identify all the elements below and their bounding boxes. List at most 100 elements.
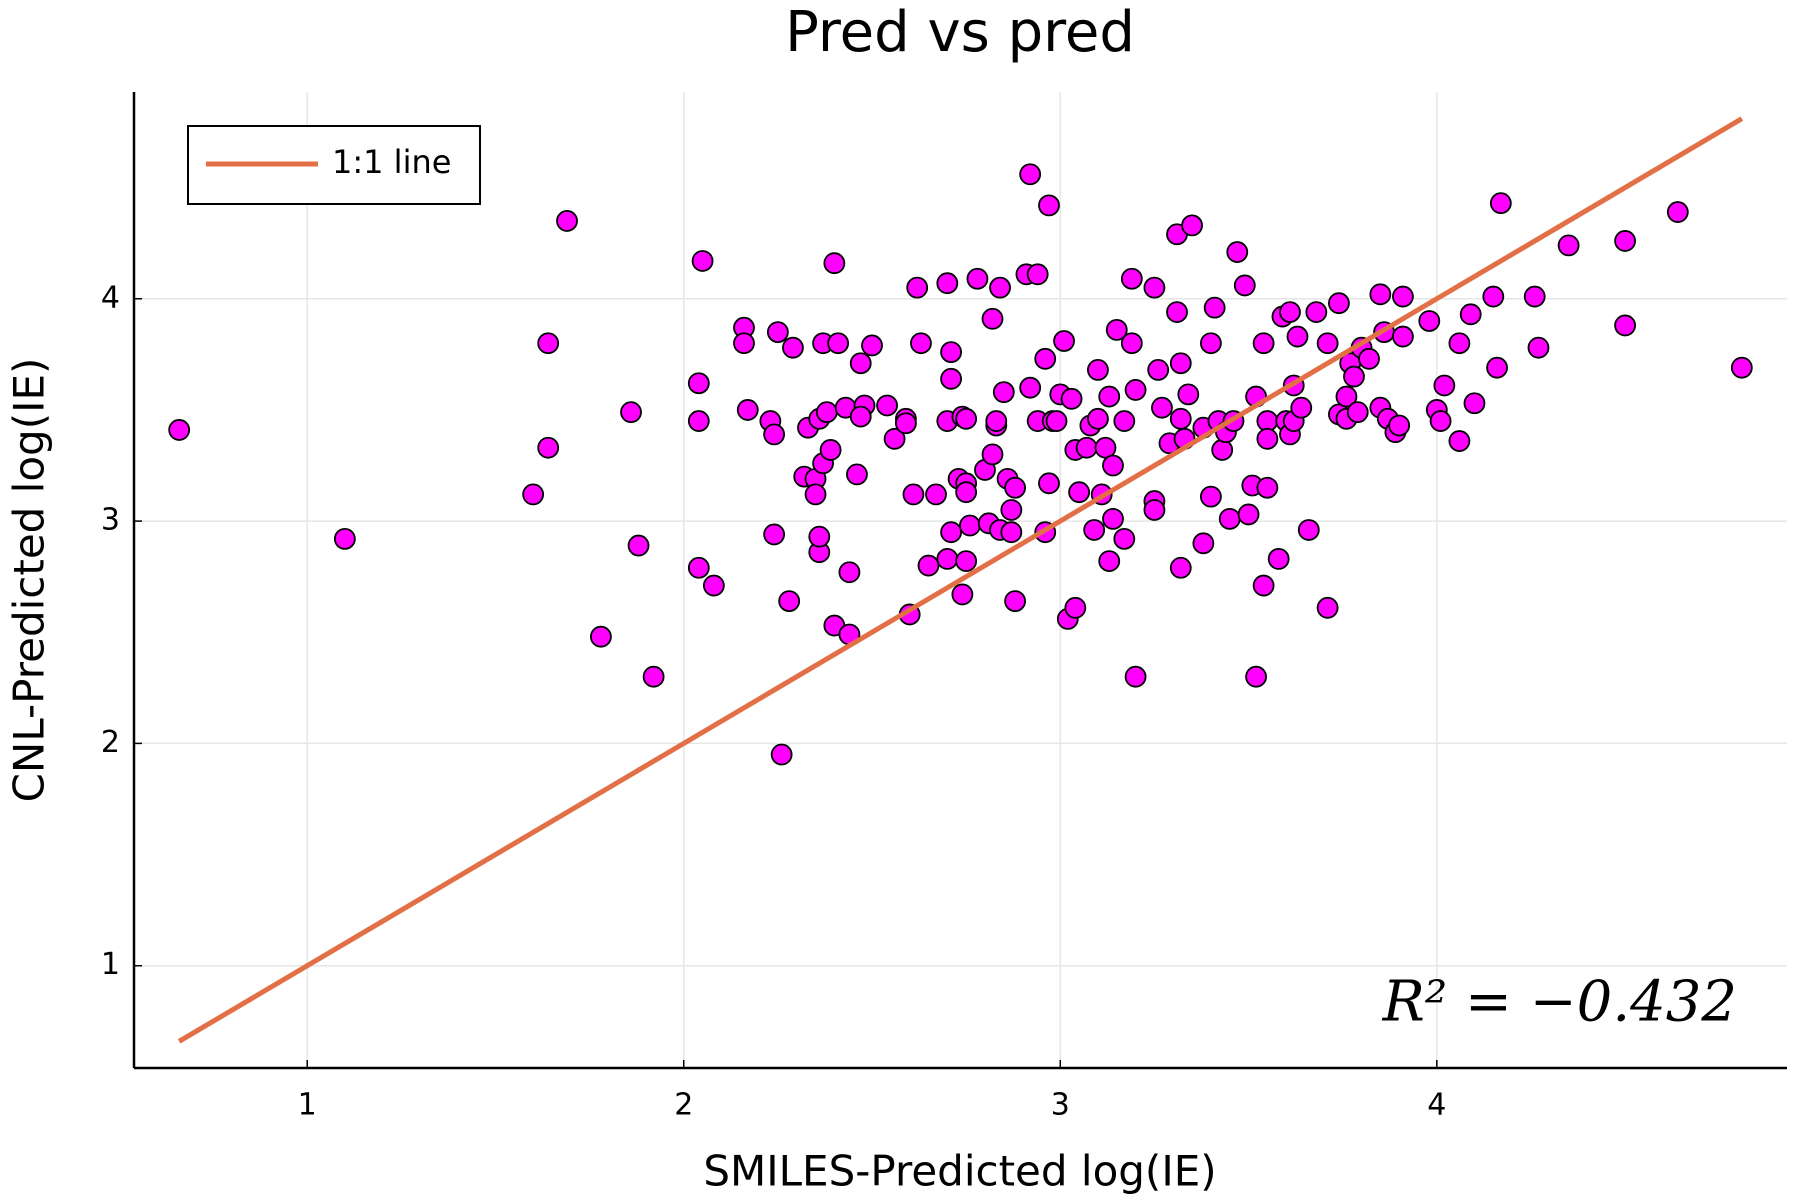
axes: 1 2 3 4 1 2 3 4 (101, 92, 1787, 1123)
scatter-point (1358, 347, 1380, 370)
scatter-point (778, 590, 801, 613)
scatter-point (804, 483, 827, 506)
scatter-point (1305, 301, 1328, 324)
scatter-point (627, 534, 650, 557)
scatter-point (959, 514, 981, 537)
scatter-point (1192, 532, 1215, 555)
scatter-point (1211, 439, 1234, 461)
scatter-point (981, 307, 1004, 330)
scatter-point (1045, 410, 1068, 432)
scatter-point (687, 556, 710, 579)
scatter-point (895, 412, 917, 435)
x-tick-label: 2 (674, 1088, 693, 1123)
scatter-point (955, 407, 978, 430)
scatter-point (1256, 427, 1279, 450)
scatter-point (1143, 499, 1166, 521)
scatter-point (1730, 356, 1753, 379)
scatter-point (989, 276, 1011, 299)
scatter-point (940, 367, 962, 390)
scatter-point (1120, 332, 1143, 355)
scatter-point (1169, 352, 1192, 375)
scatter-point (522, 483, 545, 506)
scatter-point (770, 743, 793, 766)
scatter-point (1083, 519, 1106, 541)
scatter-point (1004, 476, 1026, 499)
scatter-point (1087, 407, 1109, 430)
scatter-point (981, 443, 1004, 466)
scatter-point (1105, 318, 1128, 341)
scatter-point (1433, 374, 1456, 397)
scatter-point (537, 436, 560, 459)
scatter-point (1102, 454, 1124, 477)
scatter-point (620, 401, 642, 424)
scatter-point (985, 410, 1008, 432)
scatter-point (642, 665, 665, 688)
scatter-point (736, 399, 759, 421)
annotation: R² = −0.432 (1382, 970, 1737, 1035)
scatter-point (838, 561, 861, 584)
y-tick-label: 1 (101, 947, 120, 982)
scatter-point (1245, 665, 1267, 688)
scatter-point (1226, 241, 1249, 263)
scatter-point (819, 439, 842, 461)
scatter-point (955, 550, 978, 573)
scatter-point (1392, 325, 1414, 348)
scatter-point (1151, 396, 1173, 419)
scatter-point (827, 332, 850, 355)
scatter-point (1463, 392, 1486, 415)
scatter-point (1019, 376, 1042, 399)
scatter-point (1328, 292, 1350, 315)
scatter-point (902, 483, 925, 506)
scatter-point (1237, 503, 1260, 526)
scatter-point (849, 405, 872, 428)
y-tick-label: 4 (101, 280, 120, 315)
y-tick-label: 3 (101, 503, 120, 538)
scatter-point (1279, 301, 1301, 324)
scatter-point (1429, 410, 1452, 432)
scatter-point (1297, 519, 1320, 541)
scatter-point (1486, 356, 1508, 379)
scatter-point (1019, 163, 1042, 186)
scatter-point (1286, 325, 1309, 348)
scatter-point (992, 381, 1015, 404)
scatter-point (763, 523, 786, 546)
scatter-point (883, 427, 906, 450)
scatter-point (823, 252, 846, 275)
scatter-point (876, 394, 898, 417)
scatter-point (940, 341, 962, 364)
scatter-point (1177, 383, 1200, 406)
scatter-point (1124, 379, 1147, 401)
line-series (177, 116, 1744, 1044)
scatter-point (966, 267, 989, 290)
scatter-point (925, 483, 947, 506)
scatter-point (537, 332, 560, 355)
scatter-point (936, 547, 959, 570)
scatter-point (1124, 665, 1147, 688)
scatter-point (1147, 359, 1170, 381)
x-tick-label: 3 (1051, 1088, 1070, 1123)
scatter-point (1060, 387, 1083, 410)
scatter-point (1666, 201, 1689, 223)
x-tick-label: 1 (298, 1088, 317, 1123)
scatter-point (1143, 276, 1166, 299)
legend-label: 1:1 line (332, 143, 451, 181)
scatter-point (1482, 285, 1505, 308)
scatter-point (733, 332, 755, 355)
scatter-point (763, 423, 786, 446)
scatter-point (1181, 214, 1203, 237)
scatter-point (1038, 194, 1060, 217)
x-axis-label: SMILES-Predicted log(IE) (703, 1147, 1216, 1196)
scatter-point (1166, 301, 1188, 324)
scatter-point (333, 527, 356, 550)
scatter-point (1392, 285, 1414, 308)
scatter-point (1388, 414, 1411, 437)
scatter-point (951, 583, 974, 606)
scatter-point (1038, 472, 1060, 495)
scatter-point (955, 481, 978, 504)
scatter-point (1075, 436, 1098, 459)
scatter-point (1087, 359, 1109, 381)
scatter-point (1068, 481, 1091, 504)
scatter-point (1335, 385, 1358, 408)
scatter-point (1267, 547, 1290, 570)
